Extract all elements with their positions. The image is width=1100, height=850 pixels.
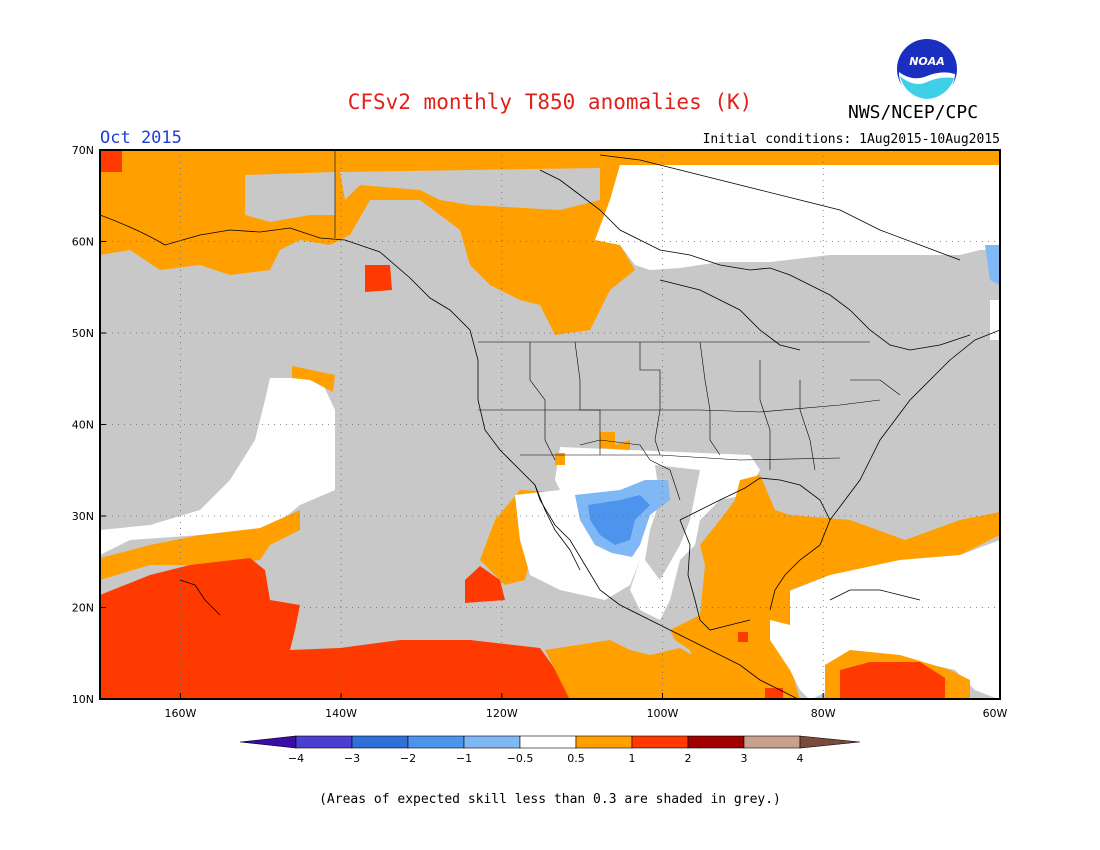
legend-arrow-high bbox=[799, 735, 861, 749]
legend-label-3: −2 bbox=[400, 752, 416, 765]
noaa-logo: NOAA bbox=[897, 39, 957, 100]
political-borders bbox=[334, 150, 901, 501]
skill-caption: (Areas of expected skill less than 0.3 a… bbox=[319, 792, 781, 807]
lat-label-70n: 70N bbox=[72, 144, 94, 157]
color-legend bbox=[239, 735, 861, 749]
legend-label-4: −1 bbox=[456, 752, 472, 765]
legend-arrow-low bbox=[239, 735, 297, 749]
legend-labels: −4 −3 −2 −1 −0.5 0.5 1 2 3 4 bbox=[288, 752, 804, 765]
legend-swatch-6 bbox=[575, 735, 633, 749]
lat-label-30n: 30N bbox=[72, 510, 94, 523]
coastlines bbox=[100, 154, 1000, 699]
lat-label-40n: 40N bbox=[72, 419, 94, 432]
forecast-month: Oct 2015 bbox=[100, 128, 182, 148]
legend-label-9: 3 bbox=[741, 752, 748, 765]
legend-swatch-7 bbox=[631, 735, 689, 749]
agency-label: NWS/NCEP/CPC bbox=[848, 102, 979, 123]
lat-label-20n: 20N bbox=[72, 602, 94, 615]
lon-label-60w: 60W bbox=[983, 707, 1008, 720]
initial-conditions: Initial conditions: 1Aug2015-10Aug2015 bbox=[702, 132, 1000, 147]
noaa-logo-text: NOAA bbox=[909, 55, 945, 68]
legend-swatch-1 bbox=[295, 735, 353, 749]
lat-label-10n: 10N bbox=[72, 693, 94, 706]
legend-label-10: 4 bbox=[797, 752, 804, 765]
lon-label-100w: 100W bbox=[647, 707, 679, 720]
legend-swatch-3 bbox=[407, 735, 465, 749]
lon-label-160w: 160W bbox=[164, 707, 196, 720]
legend-label-5: −0.5 bbox=[507, 752, 534, 765]
legend-swatch-4 bbox=[463, 735, 521, 749]
tick-marks bbox=[100, 149, 824, 699]
anomaly-field bbox=[100, 150, 1000, 699]
legend-swatch-2 bbox=[351, 735, 409, 749]
legend-swatch-5 bbox=[519, 735, 577, 749]
legend-swatch-8 bbox=[687, 735, 745, 749]
graticule bbox=[100, 150, 1000, 699]
lon-label-120w: 120W bbox=[486, 707, 518, 720]
map-title: CFSv2 monthly T850 anomalies (K) bbox=[347, 90, 753, 114]
legend-label-2: −3 bbox=[344, 752, 360, 765]
lat-label-50n: 50N bbox=[72, 327, 94, 340]
legend-label-6: 0.5 bbox=[567, 752, 585, 765]
lat-label-60n: 60N bbox=[72, 236, 94, 249]
lon-label-80w: 80W bbox=[811, 707, 836, 720]
lon-label-140w: 140W bbox=[325, 707, 357, 720]
legend-label-1: −4 bbox=[288, 752, 304, 765]
legend-label-7: 1 bbox=[629, 752, 636, 765]
legend-swatch-9 bbox=[743, 735, 801, 749]
legend-label-8: 2 bbox=[685, 752, 692, 765]
